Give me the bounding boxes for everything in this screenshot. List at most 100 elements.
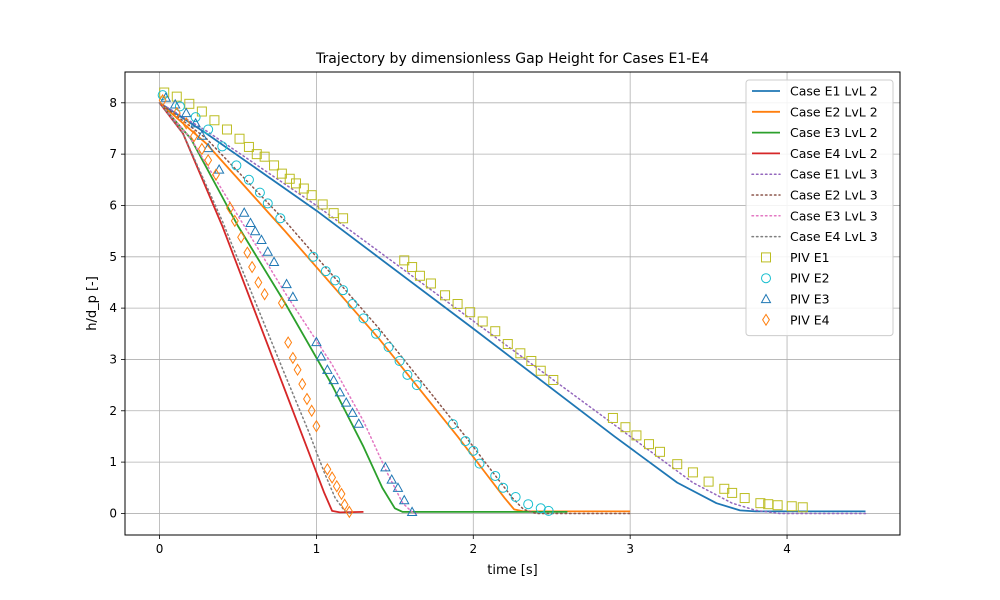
data-point-piv-e3 [322, 364, 333, 374]
data-point-piv-e1 [548, 374, 559, 385]
data-point-piv-e2 [190, 112, 201, 123]
data-point-piv-e3 [386, 474, 398, 484]
data-point-piv-e1 [276, 168, 287, 179]
data-point-piv-e4 [328, 471, 337, 484]
data-point-piv-e1 [654, 446, 665, 457]
data-point-piv-e3 [353, 418, 365, 428]
data-point-piv-e1 [786, 501, 797, 512]
data-point-piv-e3 [287, 291, 299, 301]
plot-area [157, 87, 867, 519]
data-point-piv-e1 [672, 459, 683, 470]
data-point-piv-e3 [334, 386, 346, 397]
data-point-piv-e2 [262, 198, 273, 209]
data-point-piv-e3 [347, 407, 358, 417]
data-point-piv-e2 [411, 380, 422, 391]
data-point-piv-e1 [209, 115, 220, 126]
data-point-piv-e4 [158, 93, 167, 107]
data-point-piv-e3 [406, 506, 418, 517]
data-point-piv-e1 [243, 141, 254, 152]
data-point-piv-e1 [739, 493, 750, 504]
series-line-case-e3-lvl-2 [158, 102, 568, 513]
data-point-piv-e4 [332, 479, 341, 493]
data-point-piv-e4 [298, 377, 307, 391]
data-point-piv-e4 [307, 404, 316, 418]
data-point-piv-e1 [607, 412, 618, 423]
data-point-piv-e1 [502, 339, 513, 350]
series-line-case-e2-lvl-3 [158, 102, 631, 515]
data-point-piv-e1 [407, 262, 418, 273]
data-point-piv-e4 [230, 214, 239, 228]
data-point-piv-e2 [510, 492, 521, 503]
data-point-piv-e1 [221, 124, 232, 135]
data-point-piv-e2 [217, 141, 228, 152]
y-tick-label: 3 [109, 352, 117, 366]
data-point-piv-e1 [291, 178, 302, 189]
data-point-piv-e1 [171, 91, 182, 102]
y-tick-label: 5 [109, 250, 117, 264]
data-point-piv-e3 [315, 350, 327, 361]
plot-frame [124, 71, 901, 536]
data-point-piv-e3 [249, 225, 261, 236]
legend-label: PIV E1 [790, 250, 830, 265]
data-point-piv-e4 [204, 153, 213, 167]
data-point-piv-e1 [306, 190, 317, 201]
data-point-piv-e2 [231, 160, 242, 171]
y-axis-label: h/d_p [-] [85, 276, 100, 331]
y-tick-label: 4 [109, 301, 117, 315]
x-tick-label: 1 [313, 542, 321, 556]
legend-label: Case E2 LvL 3 [790, 188, 878, 203]
data-point-piv-e1 [772, 500, 783, 511]
data-point-piv-e4 [190, 129, 198, 143]
x-tick-label: 4 [783, 542, 791, 556]
data-point-piv-e3 [196, 130, 208, 140]
data-point-piv-e3 [392, 482, 404, 492]
data-point-piv-e4 [237, 230, 246, 244]
data-point-piv-e2 [523, 499, 534, 510]
legend-label: Case E2 LvL 2 [790, 104, 878, 119]
data-point-piv-e3 [190, 117, 201, 128]
data-point-piv-e3 [213, 163, 225, 174]
series-line-case-e4-lvl-2 [158, 102, 364, 514]
data-point-piv-e2 [543, 505, 554, 516]
data-point-piv-e1 [643, 439, 654, 450]
legend-swatch-piv-e1 [761, 252, 771, 263]
legend-label: PIV E3 [790, 292, 830, 307]
data-point-piv-e1 [631, 430, 642, 441]
data-point-piv-e2 [371, 328, 382, 339]
x-axis-label: time [s] [487, 563, 537, 578]
data-point-piv-e1 [703, 476, 714, 487]
data-point-piv-e3 [340, 397, 352, 407]
data-point-piv-e3 [245, 217, 256, 228]
data-point-piv-e1 [269, 160, 280, 171]
data-point-piv-e2 [498, 482, 509, 493]
data-point-piv-e4 [243, 246, 252, 260]
data-point-piv-e2 [347, 299, 358, 310]
data-point-piv-e1 [797, 502, 808, 513]
data-point-piv-e3 [268, 256, 280, 267]
chart-title: Trajectory by dimensionless Gap Height f… [315, 51, 709, 67]
data-point-piv-e2 [330, 275, 341, 286]
legend-label: Case E4 LvL 2 [790, 146, 878, 161]
legend-label: Case E4 LvL 3 [790, 229, 878, 244]
y-tick-label: 2 [109, 404, 117, 418]
data-point-piv-e3 [328, 374, 340, 385]
data-point-piv-e1 [440, 290, 451, 301]
data-point-piv-e3 [311, 336, 322, 347]
data-point-piv-e1 [755, 498, 766, 509]
data-point-piv-e2 [447, 419, 458, 430]
data-point-piv-e2 [275, 213, 286, 224]
legend-swatch-piv-e3 [760, 293, 772, 304]
data-point-piv-e4 [260, 287, 269, 301]
data-point-piv-e2 [174, 101, 185, 112]
data-point-piv-e4 [172, 106, 181, 120]
data-point-piv-e1 [727, 487, 738, 498]
data-point-piv-e1 [452, 299, 463, 310]
x-tick-label: 2 [469, 542, 477, 556]
data-point-piv-e4 [197, 142, 206, 156]
data-point-piv-e4 [323, 462, 332, 476]
series-line-case-e1-lvl-3 [158, 102, 867, 515]
data-point-piv-e4 [284, 336, 293, 349]
data-point-piv-e2 [203, 124, 214, 135]
